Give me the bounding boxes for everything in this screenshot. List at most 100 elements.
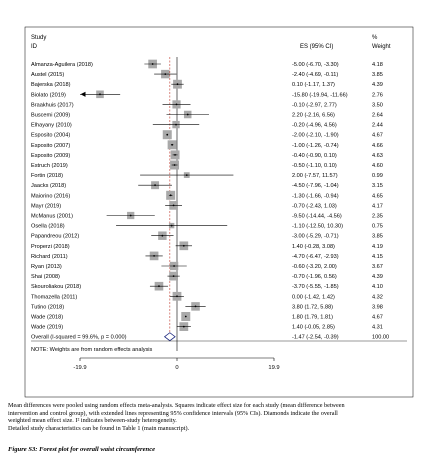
study-point <box>176 83 179 86</box>
study-ci-text: -15.80 (-19.94, -11.66) <box>292 92 348 98</box>
study-point <box>170 224 173 227</box>
study-label: Buscemi (2009) <box>31 113 70 119</box>
study-ci-text: -2.00 (-2.10, -1.90) <box>292 133 339 139</box>
x-axis-tick-label: -19.9 <box>73 365 86 371</box>
study-label: Fortin (2018) <box>31 173 63 179</box>
study-point <box>172 275 175 277</box>
study-weight-text: 4.18 <box>372 62 383 68</box>
figure-title: Figure S3: Forest plot for overall waist… <box>8 446 156 453</box>
study-weight-text: 4.31 <box>372 325 383 331</box>
study-label: Austel (2015) <box>31 72 64 78</box>
overall-ci-text: -1.47 (-2.54, -0.39) <box>292 335 339 341</box>
study-label: Wade (2019) <box>31 325 63 331</box>
study-point <box>186 113 189 116</box>
study-weight-text: 0.75 <box>372 224 383 230</box>
caption-line-2: intervention and control group), with ex… <box>8 409 338 417</box>
caption-line-4: Detailed study characteristics can be fo… <box>8 424 190 432</box>
study-ci-text: -0.10 (-2.97, 2.77) <box>292 102 337 108</box>
study-point <box>171 143 174 146</box>
study-point <box>182 244 185 247</box>
study-point <box>151 63 154 65</box>
study-ci-text: -4.70 (-6.47, -2.93) <box>292 254 339 260</box>
header-es: ES (95% CI) <box>300 44 333 50</box>
study-label: Tutino (2018) <box>31 304 64 310</box>
study-label: Papandreou (2012) <box>31 234 79 240</box>
header-percent: % <box>372 35 378 41</box>
study-weight-text: 4.67 <box>372 315 383 321</box>
study-weight-text: 2.44 <box>372 123 383 129</box>
x-axis-tick-label: 0 <box>175 365 178 371</box>
study-label: Skouroliakou (2018) <box>31 284 81 290</box>
study-weight-text: 4.66 <box>372 143 383 149</box>
caption-line-3: weighted mean effect size. I² indicates … <box>8 417 177 424</box>
study-label: Jaacks (2018) <box>31 183 66 189</box>
study-point <box>172 204 175 207</box>
study-point <box>176 295 178 298</box>
study-label: Osella (2018) <box>31 224 65 230</box>
plot-frame <box>24 26 414 398</box>
study-ci-text: -3.00 (-5.29, -0.71) <box>292 234 339 240</box>
study-weight-text: 3.67 <box>372 264 383 270</box>
study-label: Esposito (2004) <box>31 133 70 139</box>
study-point <box>99 93 101 96</box>
study-weight-text: 4.63 <box>372 153 383 159</box>
study-label: Maiorino (2016) <box>31 193 70 199</box>
overall-weight-text: 100.00 <box>372 335 389 341</box>
study-point <box>173 164 176 166</box>
study-label: Almanza-Aguilera (2018) <box>31 62 93 68</box>
study-weight-text: 2.64 <box>372 113 383 119</box>
ci-truncation-arrow <box>80 91 86 97</box>
study-ci-text: -0.60 (-3.20, 2.00) <box>292 264 337 270</box>
study-weight-text: 4.32 <box>372 294 383 300</box>
study-ci-text: -9.50 (-14.44, -4.56) <box>292 214 342 220</box>
study-label: Estruch (2019) <box>31 163 68 169</box>
study-label: Esposito (2009) <box>31 153 70 159</box>
study-point <box>169 194 172 197</box>
study-ci-text: -3.70 (-5.55, -1.85) <box>292 284 339 290</box>
study-ci-text: -0.20 (-4.96, 4.56) <box>292 123 337 129</box>
study-weight-text: 3.85 <box>372 234 383 240</box>
header-study: Study <box>31 35 46 41</box>
study-point <box>184 315 187 318</box>
study-ci-text: -2.40 (-4.69, -0.11) <box>292 72 338 78</box>
study-weight-text: 2.35 <box>372 214 383 220</box>
study-point <box>194 305 197 308</box>
study-ci-text: 1.40 (-0.28, 3.08) <box>292 244 335 250</box>
study-label: Shai (2008) <box>31 274 60 280</box>
study-point <box>174 154 176 156</box>
study-weight-text: 4.39 <box>372 274 383 280</box>
study-ci-text: 3.80 (1.72, 5.88) <box>292 304 333 310</box>
study-weight-text: 4.10 <box>372 284 383 290</box>
study-weight-text: 4.15 <box>372 254 383 260</box>
study-point <box>161 234 164 237</box>
study-ci-text: 0.00 (-1.42, 1.42) <box>292 294 335 300</box>
study-weight-text: 4.67 <box>372 133 383 139</box>
overall-label: Overall (I-squared = 99.6%, p = 0.000) <box>31 335 127 341</box>
study-label: McManus (2001) <box>31 214 73 220</box>
study-weight-text: 4.39 <box>372 82 383 88</box>
study-point <box>154 184 156 187</box>
study-weight-text: 2.76 <box>372 92 383 98</box>
study-label: Richard (2011) <box>31 254 68 260</box>
study-point <box>153 255 155 257</box>
study-ci-text: 1.80 (1.79, 1.81) <box>292 315 333 321</box>
header-weight: Weight <box>372 44 391 50</box>
study-weight-text: 3.85 <box>372 72 383 78</box>
study-label: Elhayany (2010) <box>31 123 72 129</box>
study-label: Properzi (2018) <box>31 244 70 250</box>
study-point <box>182 325 185 328</box>
study-point <box>158 285 160 288</box>
study-weight-text: 4.60 <box>372 163 383 169</box>
study-point <box>166 133 169 136</box>
study-weight-text: 0.99 <box>372 173 383 179</box>
study-point <box>185 174 188 177</box>
study-ci-text: -4.50 (-7.96, -1.04) <box>292 183 339 189</box>
study-point <box>175 103 178 106</box>
study-weight-text: 3.15 <box>372 183 383 189</box>
study-ci-text: -0.70 (-2.43, 1.03) <box>292 203 337 209</box>
study-ci-text: -0.70 (-1.96, 0.56) <box>292 274 337 280</box>
study-ci-text: -1.30 (-1.66, -0.94) <box>292 193 339 199</box>
study-label: Wade (2018) <box>31 315 63 321</box>
x-axis: -19.9 0 19.9 <box>73 357 280 371</box>
study-weight-text: 3.98 <box>372 304 383 310</box>
